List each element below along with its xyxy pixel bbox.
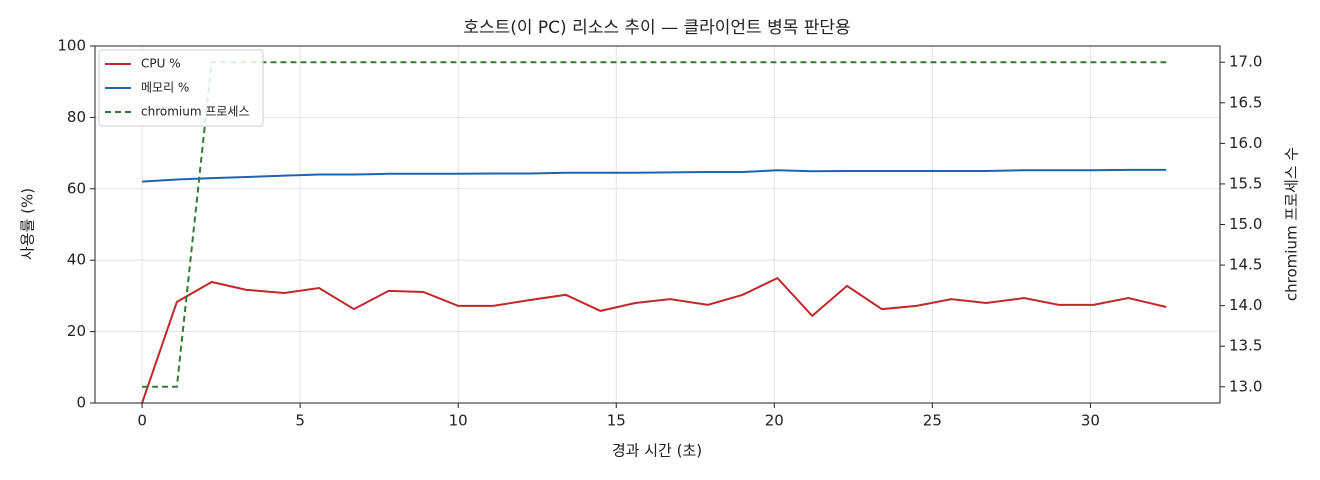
x-tick-label: 15	[607, 412, 626, 430]
legend-label: chromium 프로세스	[141, 105, 250, 119]
x-tick-label: 25	[923, 412, 942, 430]
x-tick-label: 0	[137, 412, 147, 430]
y2-axis-label: chromium 프로세스 수	[1283, 147, 1301, 301]
y2-tick-label: 15.0	[1229, 215, 1262, 233]
y2-tick-label: 14.0	[1229, 296, 1262, 314]
y-tick-label: 40	[67, 251, 86, 269]
legend-label: 메모리 %	[141, 81, 189, 95]
legend-box	[98, 49, 264, 127]
plot	[141, 61, 1167, 404]
x-tick-label: 20	[765, 412, 784, 430]
y2-tick-label: 13.0	[1229, 377, 1262, 395]
y-tick-label: 0	[76, 394, 86, 412]
y-tick-label: 80	[67, 108, 86, 126]
y-tick-label: 100	[57, 37, 86, 55]
x-tick-label: 5	[295, 412, 305, 430]
chart-title: 호스트(이 PC) 리소스 추이 — 클라이언트 병목 판단용	[463, 18, 850, 38]
legend: CPU % 메모리 % chromium 프로세스	[98, 49, 264, 127]
x-tick-label: 10	[449, 412, 468, 430]
y-tick-label: 20	[67, 322, 86, 340]
y2-tick-label: 15.5	[1229, 174, 1262, 192]
x-axis-label: 경과 시간 (초)	[612, 442, 702, 460]
y2-tick-label: 16.0	[1229, 134, 1262, 152]
series-line	[142, 168, 1167, 183]
legend-label: CPU %	[141, 57, 181, 71]
y2-tick-label: 14.5	[1229, 256, 1262, 274]
series-line	[142, 61, 1167, 388]
series-line	[141, 276, 1167, 404]
y2-tick-label: 17.0	[1229, 53, 1262, 71]
y2-tick-label: 13.5	[1229, 337, 1262, 355]
y-tick-label: 60	[67, 179, 86, 197]
x-tick-label: 30	[1081, 412, 1100, 430]
y-axis-label: 사용률 (%)	[19, 188, 37, 260]
plot-frame	[94, 45, 1221, 404]
y2-tick-label: 16.5	[1229, 93, 1262, 111]
